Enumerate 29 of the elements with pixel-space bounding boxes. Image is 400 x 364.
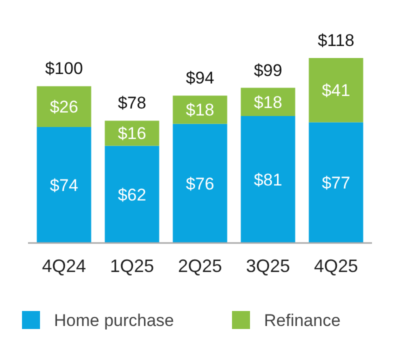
legend-label: Home purchase [54, 310, 174, 330]
total-label: $78 [118, 94, 146, 113]
total-label: $118 [318, 31, 354, 50]
x-tick-label: 3Q25 [246, 256, 290, 276]
bar [36, 86, 92, 127]
bar [172, 124, 228, 243]
bar [308, 58, 364, 122]
data-label: $74 [50, 176, 78, 195]
data-label: $16 [118, 124, 146, 144]
data-label: $76 [186, 174, 214, 194]
total-label: $100 [45, 59, 83, 78]
bar [308, 122, 364, 243]
data-label: $41 [322, 81, 350, 100]
bar [36, 126, 92, 243]
x-tick-label: 2Q25 [178, 256, 222, 276]
data-label: $18 [186, 100, 214, 120]
legend-label: Refinance [264, 310, 341, 330]
total-label: $94 [186, 68, 214, 88]
bar [240, 116, 296, 243]
data-label: $62 [118, 185, 146, 204]
x-tick-label: 4Q24 [42, 256, 86, 276]
data-label: $81 [254, 170, 282, 190]
x-tick-label: 1Q25 [110, 256, 154, 276]
x-tick-label: 4Q25 [314, 256, 358, 276]
data-label: $77 [322, 174, 350, 193]
data-label: $26 [50, 98, 78, 117]
bar [104, 146, 160, 243]
data-label: $18 [254, 92, 282, 112]
total-label: $99 [254, 60, 282, 80]
